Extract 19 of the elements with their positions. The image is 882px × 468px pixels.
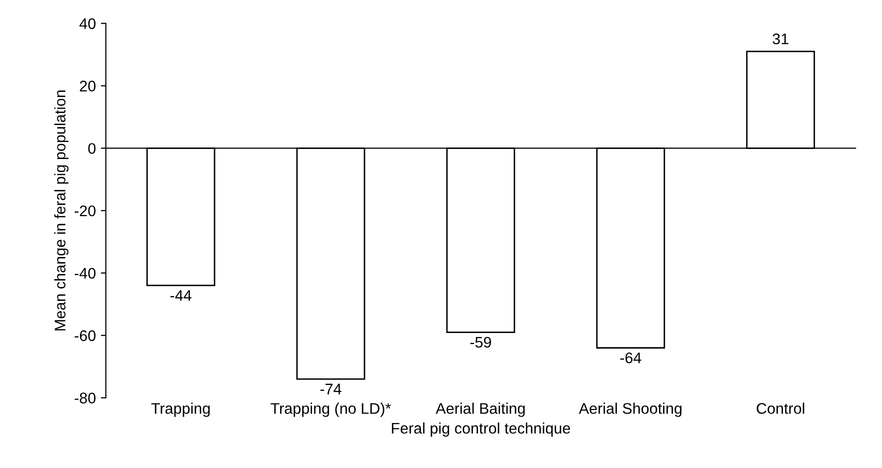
x-axis-title: Feral pig control technique bbox=[392, 422, 570, 437]
y-axis-title: Mean change in feral pig population bbox=[54, 90, 68, 330]
y-tick-label: 40 bbox=[79, 18, 96, 30]
data-label: -44 bbox=[170, 290, 192, 301]
x-tick-label: Trapping (no LD)* bbox=[270, 402, 391, 417]
x-tick-label: Control bbox=[756, 402, 804, 414]
data-label: -64 bbox=[620, 352, 642, 364]
y-tick-label: -60 bbox=[74, 330, 96, 342]
y-tick-label: 20 bbox=[80, 80, 96, 92]
x-tick-label: Trapping bbox=[151, 402, 210, 417]
y-tick-label: 0 bbox=[88, 143, 96, 154]
y-tick-label: -40 bbox=[74, 268, 96, 279]
x-tick-label: Aerial Baiting bbox=[436, 402, 525, 417]
y-tick-label: -20 bbox=[74, 205, 96, 216]
data-label: -59 bbox=[470, 336, 492, 348]
y-tick-label: -80 bbox=[74, 392, 96, 404]
data-label: 31 bbox=[772, 33, 788, 44]
x-tick-label: Aerial Shooting bbox=[578, 402, 682, 417]
data-label: -74 bbox=[320, 384, 342, 394]
